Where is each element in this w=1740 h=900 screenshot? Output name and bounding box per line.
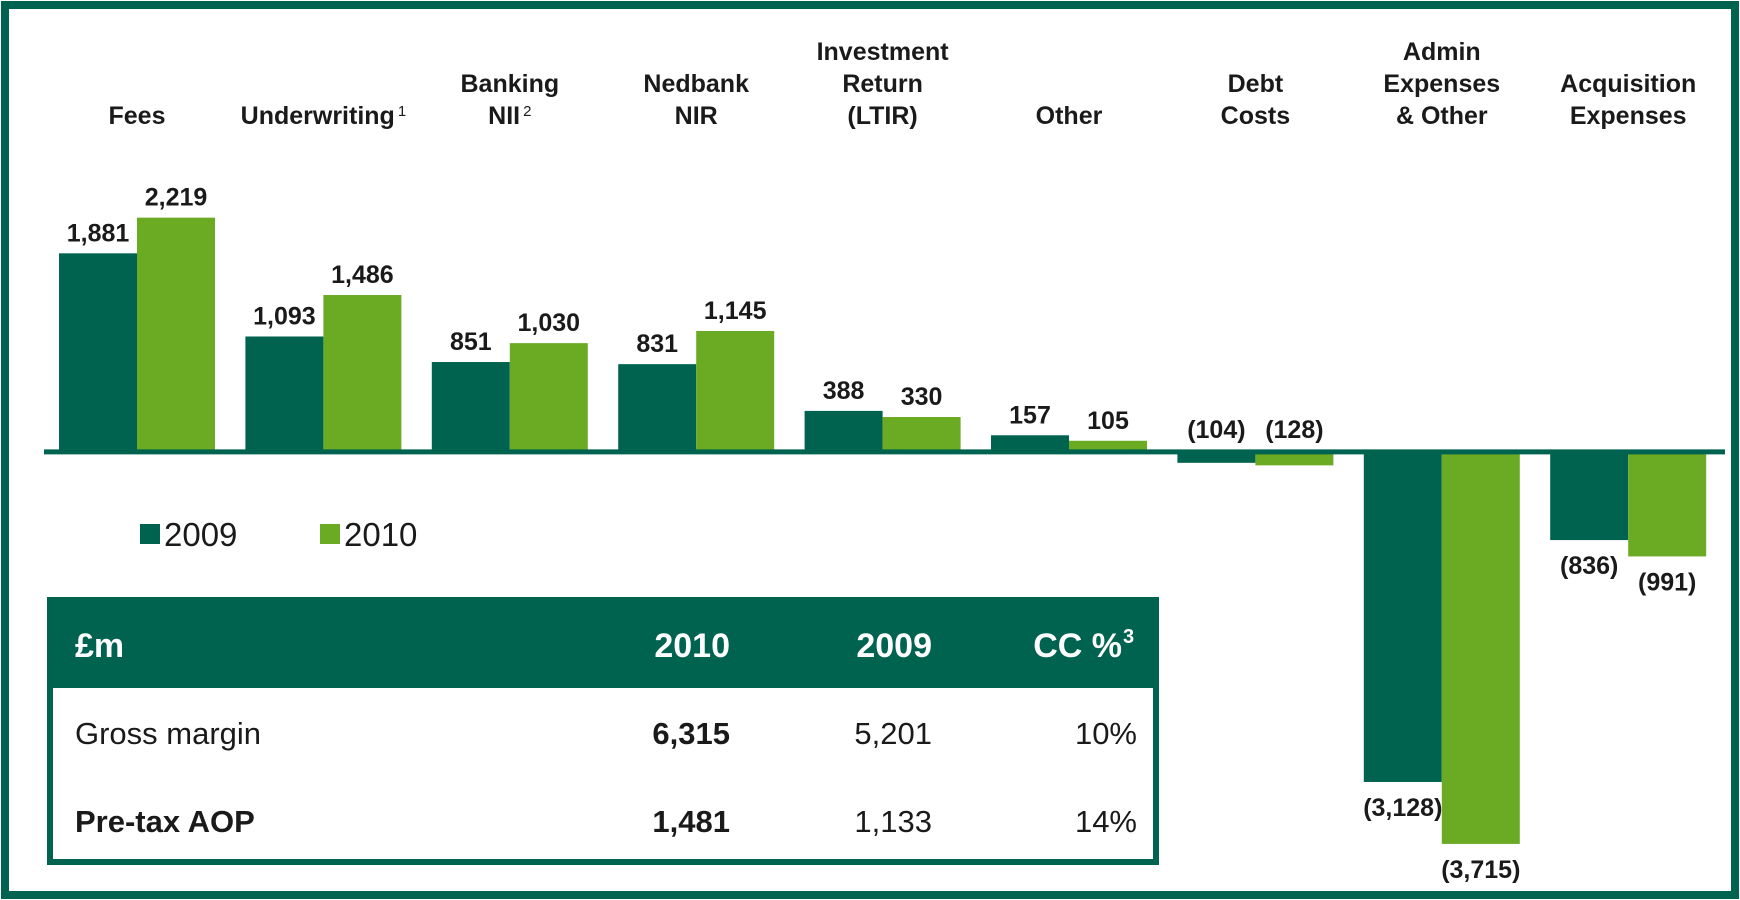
category-line: Costs: [1221, 102, 1290, 130]
bar: [804, 410, 883, 452]
value-label: 851: [450, 328, 492, 356]
category-line: Other: [1036, 102, 1103, 130]
table-cell: 5,201: [854, 716, 932, 751]
category-label: Investment Return (LTIR): [817, 38, 950, 130]
legend-label: 2010: [344, 516, 417, 553]
table-cell: 1,481: [652, 804, 730, 839]
table-header: 2009: [856, 627, 932, 665]
bar: [696, 331, 775, 452]
value-label: 1,881: [67, 219, 130, 247]
category-line: NIR: [675, 102, 718, 130]
bar: [1441, 451, 1520, 844]
legend-label: 2009: [164, 516, 237, 553]
value-label: (128): [1265, 416, 1323, 444]
value-label: (991): [1638, 568, 1696, 596]
bar: [882, 417, 961, 452]
category-line: Return: [842, 70, 923, 98]
table-header: 2010: [654, 627, 730, 665]
category-label: Acquisition Expenses: [1560, 70, 1696, 130]
value-label: 388: [823, 377, 865, 405]
category-line: Expenses: [1383, 70, 1500, 98]
table-cell: 14%: [1075, 804, 1137, 839]
category-line: Banking: [460, 70, 559, 98]
value-label: 1,093: [253, 302, 316, 330]
category-line: & Other: [1396, 102, 1488, 130]
category-label: Underwriting 1: [241, 102, 407, 130]
category-line: Investment: [817, 38, 950, 66]
category-label: Fees: [109, 102, 166, 130]
category-line: (LTIR): [847, 102, 917, 130]
value-label: 330: [901, 383, 943, 411]
category-line: Nedbank: [643, 70, 749, 98]
legend-swatch: [140, 524, 160, 544]
category-label: Admin Expenses & Other: [1383, 38, 1500, 130]
table-cell: 10%: [1075, 716, 1137, 751]
category-line: Fees: [109, 102, 166, 130]
bar: [509, 343, 588, 452]
bar: [245, 336, 324, 452]
bar: [1177, 451, 1256, 463]
category-line: NII: [488, 102, 520, 130]
table-header: £m: [75, 627, 124, 665]
bar: [1255, 451, 1334, 466]
category-line: Acquisition: [1560, 70, 1696, 98]
category-line: Expenses: [1570, 102, 1687, 130]
category-label: Other: [1036, 102, 1103, 130]
bar: [137, 217, 215, 452]
bar: [1069, 440, 1147, 452]
bar: [1628, 451, 1707, 557]
category-line: Debt: [1228, 70, 1284, 98]
category-label: Banking NII 2: [460, 70, 559, 130]
bar: [991, 435, 1069, 452]
legend-swatch: [320, 524, 340, 544]
value-label: 105: [1087, 407, 1129, 435]
value-label: 831: [636, 330, 678, 358]
value-label: (3,128): [1363, 794, 1442, 822]
value-label: (836): [1560, 552, 1618, 580]
bar: [1363, 451, 1442, 782]
value-label: (104): [1187, 416, 1245, 444]
category-line: Admin: [1403, 38, 1481, 66]
value-label: 1,145: [704, 297, 767, 325]
table-header-bg: [50, 600, 1156, 688]
bar: [59, 253, 137, 452]
category-note: 2: [523, 103, 531, 120]
value-label: 157: [1009, 401, 1051, 429]
category-note: 1: [398, 103, 406, 120]
value-label: 1,486: [331, 261, 394, 289]
table-cell: Gross margin: [75, 716, 261, 751]
bar: [323, 295, 402, 452]
table-header: CC %: [1033, 627, 1122, 665]
table-cell: Pre-tax AOP: [75, 804, 255, 839]
category-label: Nedbank NIR: [643, 70, 749, 130]
bar: [618, 364, 697, 452]
table-cell: 6,315: [652, 716, 730, 751]
category-line: Underwriting: [241, 102, 395, 130]
value-label: (3,715): [1441, 856, 1520, 884]
value-label: 1,030: [518, 309, 581, 337]
bar: [1550, 451, 1629, 541]
value-label: 2,219: [145, 184, 208, 212]
bar: [431, 362, 510, 452]
table-cell: 1,133: [854, 804, 932, 839]
table-header-note: 3: [1123, 626, 1134, 648]
category-label: Debt Costs: [1221, 70, 1290, 130]
